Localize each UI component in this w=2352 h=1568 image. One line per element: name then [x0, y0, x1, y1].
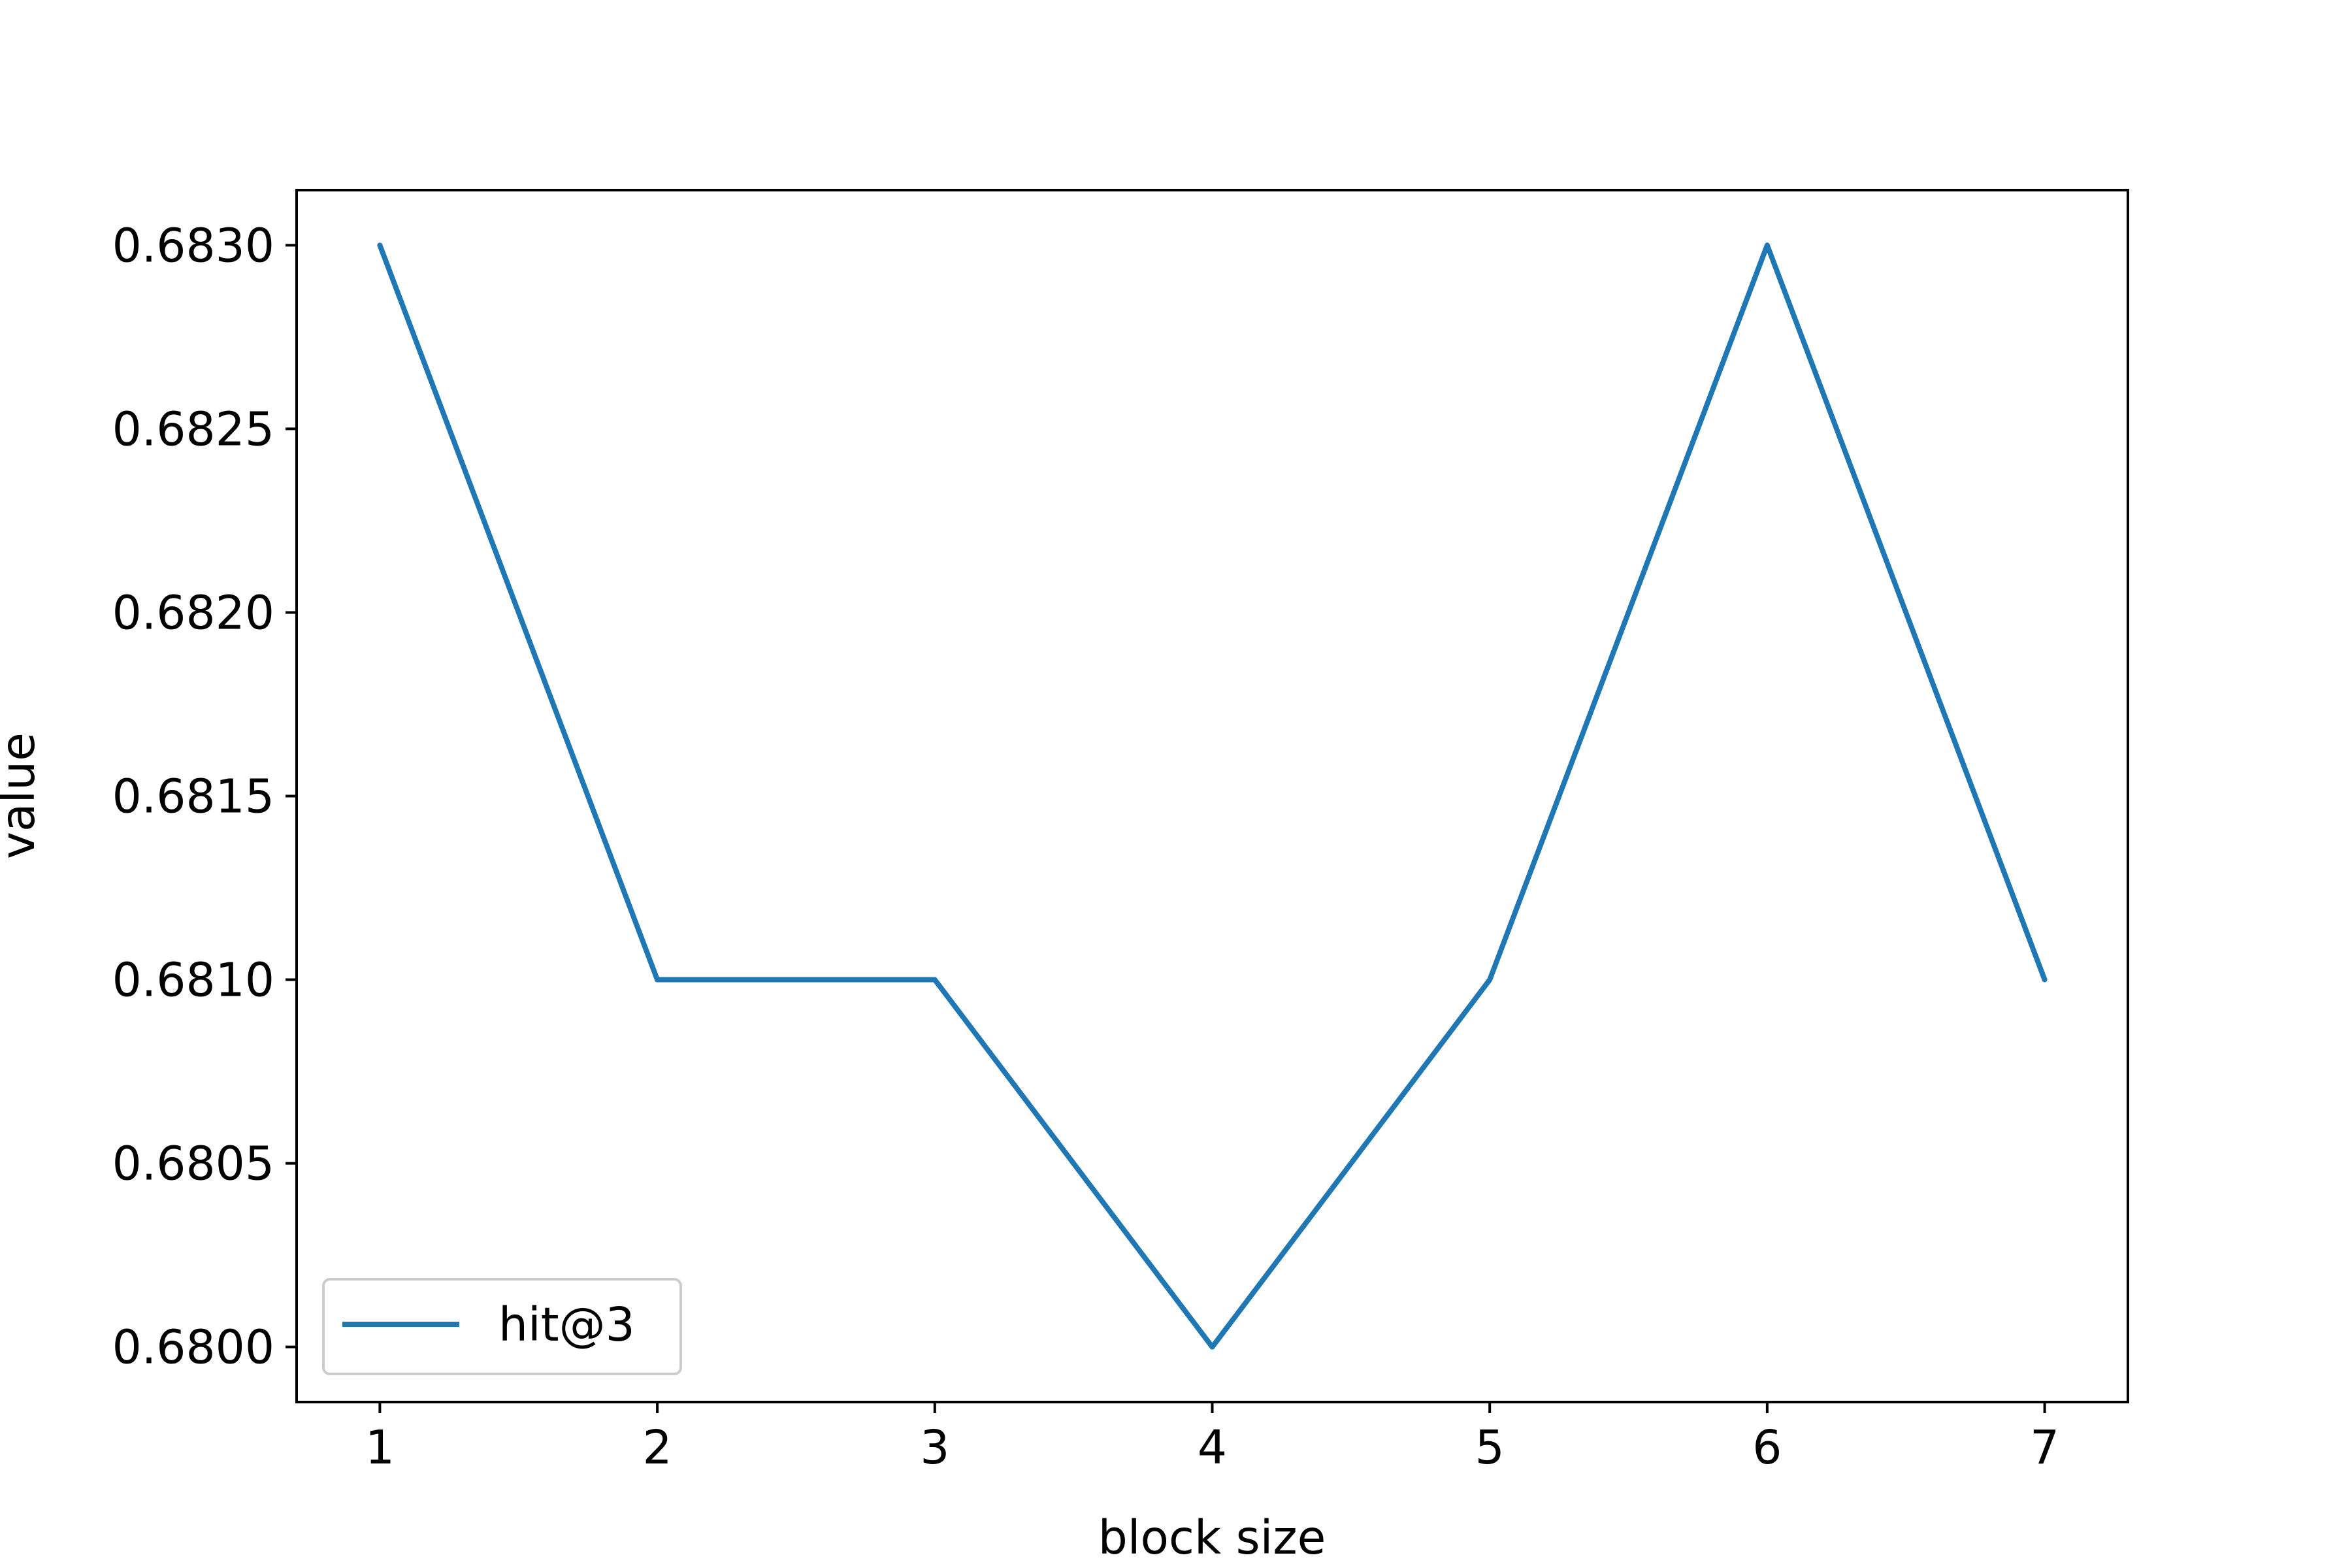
- y-tick-label: 0.6825: [112, 402, 274, 456]
- legend: hit@3: [322, 1278, 682, 1375]
- x-axis-title: block size: [1098, 1511, 1326, 1565]
- legend-label-hit-at-3: hit@3: [498, 1298, 635, 1352]
- y-tick-label: 0.6815: [112, 770, 274, 824]
- y-tick-label: 0.6810: [112, 953, 274, 1007]
- data-point: [1764, 242, 1770, 248]
- x-tick-label: 7: [2030, 1420, 2059, 1475]
- plot-area-frame: [295, 189, 2129, 1403]
- x-tick-label: 3: [920, 1420, 949, 1475]
- data-point: [1209, 1344, 1215, 1350]
- x-tick-label: 6: [1752, 1420, 1782, 1475]
- series-layer: [377, 242, 2048, 1350]
- y-tick-label: 0.6820: [112, 585, 274, 640]
- y-tick-label: 0.6805: [112, 1137, 274, 1191]
- data-point: [932, 977, 938, 983]
- y-axis-title: value: [0, 732, 45, 859]
- x-tick-label: 2: [643, 1420, 672, 1475]
- x-tick-label: 4: [1198, 1420, 1227, 1475]
- y-axis-ticks: 0.6800 0.6805 0.6810 0.6815 0.6820 0.6825 0.68…: [112, 218, 297, 1375]
- data-point: [655, 977, 661, 983]
- x-axis-ticks: 1 2 3 4 5 6 7: [365, 1402, 2059, 1475]
- data-point: [1487, 977, 1493, 983]
- x-tick-label: 1: [365, 1420, 395, 1475]
- x-tick-label: 5: [1475, 1420, 1505, 1475]
- y-tick-label: 0.6800: [112, 1320, 274, 1375]
- data-point: [377, 242, 383, 248]
- y-tick-label: 0.6830: [112, 218, 274, 272]
- legend-box: [322, 1278, 682, 1375]
- data-point: [2042, 977, 2048, 983]
